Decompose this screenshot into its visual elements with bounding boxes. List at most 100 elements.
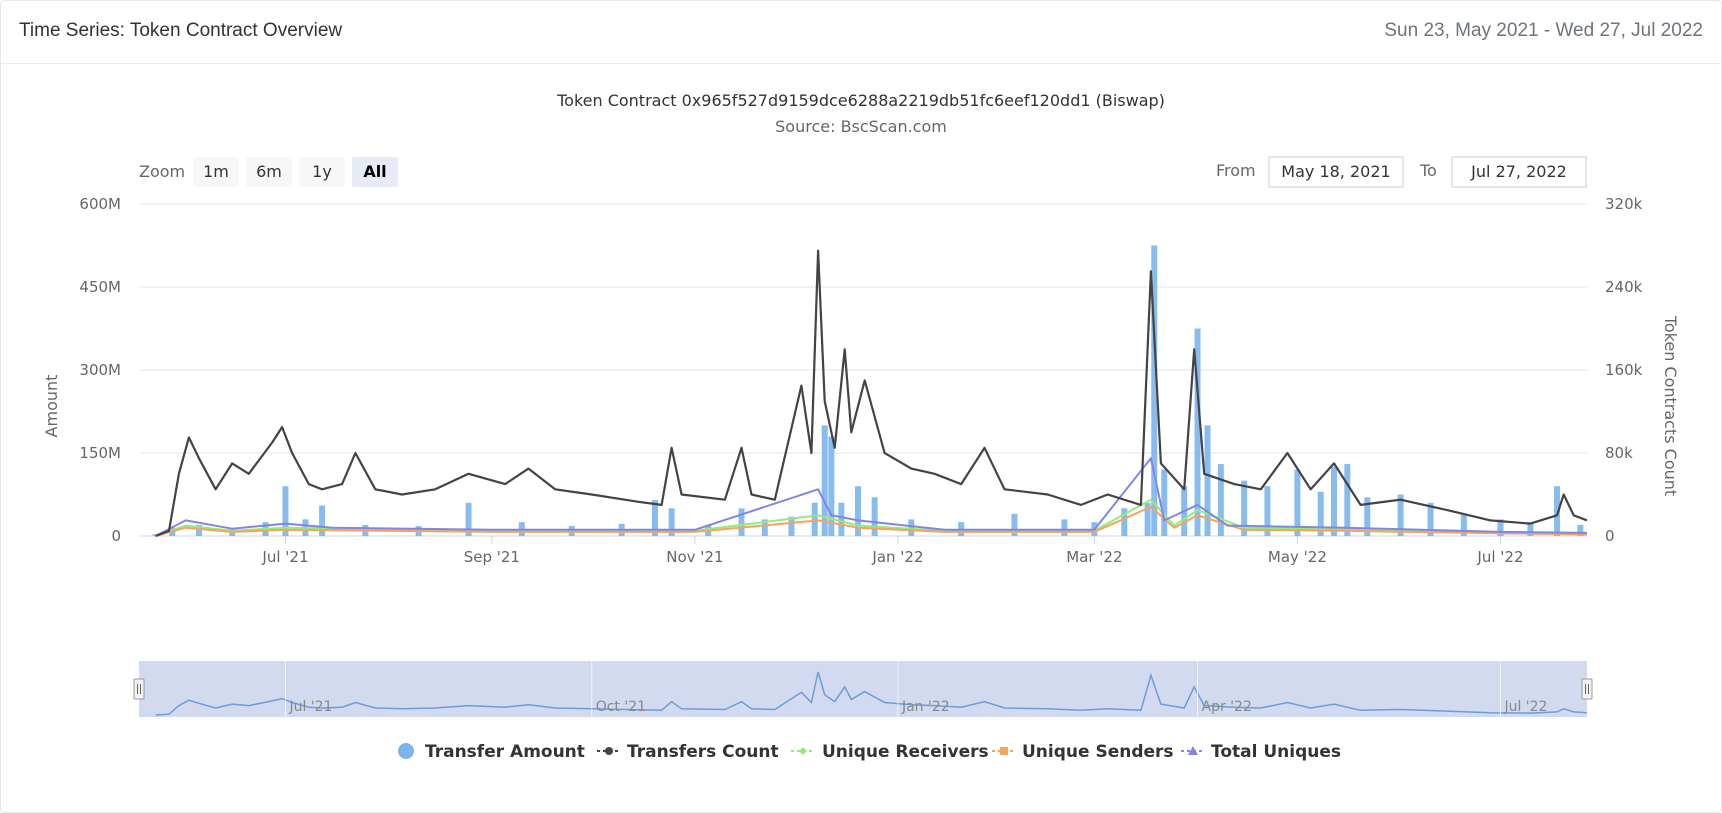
bar-transfer-amount bbox=[465, 502, 472, 536]
zoom-button-1m[interactable]: 1m bbox=[193, 157, 239, 187]
bar-transfer-amount bbox=[282, 486, 289, 536]
x-tick-label: Sep '21 bbox=[464, 548, 520, 566]
bar-transfer-amount bbox=[1397, 494, 1404, 536]
bar-transfer-amount bbox=[1497, 519, 1504, 536]
grid-layer bbox=[139, 203, 1587, 537]
x-tick-label: Mar '22 bbox=[1066, 548, 1122, 566]
bar-transfer-amount bbox=[871, 497, 878, 536]
to-date-input[interactable]: Jul 27, 2022 bbox=[1451, 156, 1587, 188]
bar-transfer-amount bbox=[1194, 328, 1201, 536]
zoom-button-6m-label: 6m bbox=[256, 162, 282, 181]
card-title: Time Series: Token Contract Overview bbox=[19, 20, 343, 41]
bar-transfer-amount bbox=[1204, 425, 1211, 536]
line-layer bbox=[155, 249, 1588, 538]
bar-transfer-amount bbox=[651, 500, 658, 536]
bar-transfer-amount bbox=[1061, 519, 1068, 536]
zoom-button-1y[interactable]: 1y bbox=[299, 157, 345, 187]
line-unique-senders bbox=[155, 505, 1588, 537]
legend-marker-unique-receivers bbox=[799, 747, 807, 755]
line-transfers-count bbox=[155, 249, 1588, 538]
legend-item-total-uniques[interactable]: Total Uniques bbox=[1181, 742, 1341, 762]
navigator-handle-right[interactable] bbox=[1581, 678, 1593, 700]
navigator-handle-left[interactable] bbox=[133, 678, 145, 700]
bar-transfer-amount bbox=[1554, 486, 1561, 536]
legend-label-transfer-amount: Transfer Amount bbox=[425, 742, 585, 762]
bar-transfer-amount bbox=[821, 425, 828, 536]
legend: Transfer Amount Transfers Count Unique R… bbox=[398, 742, 1341, 762]
legend-marker-total-uniques bbox=[1188, 746, 1198, 755]
from-label: From bbox=[1216, 161, 1256, 180]
legend-marker-transfer-amount bbox=[398, 743, 414, 759]
navigator-tick-label: Jan '22 bbox=[901, 699, 950, 715]
y-right-tick-label: 0 bbox=[1605, 527, 1615, 545]
y-right-tick-label: 160k bbox=[1605, 361, 1643, 379]
bar-transfer-amount bbox=[1427, 502, 1434, 536]
bar-transfer-amount bbox=[1577, 524, 1584, 536]
bar-transfer-amount bbox=[811, 502, 818, 536]
x-tick-label: Jul '22 bbox=[1476, 548, 1523, 566]
bar-transfer-amount bbox=[1317, 491, 1324, 536]
bar-transfer-amount bbox=[319, 505, 326, 536]
navigator-tick-label: Jul '21 bbox=[288, 699, 332, 715]
legend-item-transfer-amount[interactable]: Transfer Amount bbox=[398, 742, 585, 762]
y-right-tick-label: 80k bbox=[1605, 444, 1633, 462]
y-right-tick-label: 240k bbox=[1605, 278, 1643, 296]
navigator-series bbox=[155, 671, 1588, 716]
zoom-button-6m[interactable]: 6m bbox=[246, 157, 292, 187]
bar-transfer-amount bbox=[1364, 497, 1371, 536]
bar-transfer-amount bbox=[668, 508, 675, 536]
bar-transfer-amount bbox=[1331, 466, 1338, 536]
bar-transfer-amount bbox=[1527, 522, 1534, 536]
bar-transfer-amount bbox=[1121, 508, 1128, 536]
legend-marker-unique-senders bbox=[1000, 747, 1008, 755]
legend-item-transfers-count[interactable]: Transfers Count bbox=[597, 742, 779, 762]
bar-transfer-amount bbox=[1344, 464, 1351, 536]
navigator-tick-label: Apr '22 bbox=[1202, 699, 1252, 715]
bar-transfer-amount bbox=[761, 519, 768, 536]
legend-label-unique-senders: Unique Senders bbox=[1022, 742, 1174, 762]
to-date-value: Jul 27, 2022 bbox=[1470, 162, 1567, 181]
line-total-uniques bbox=[155, 457, 1588, 537]
bar-transfer-amount bbox=[1144, 502, 1151, 536]
bar-transfer-amount bbox=[828, 436, 835, 536]
to-label: To bbox=[1419, 161, 1437, 180]
zoom-label: Zoom bbox=[139, 162, 185, 181]
y-left-tick-label: 150M bbox=[79, 444, 121, 462]
from-date-value: May 18, 2021 bbox=[1281, 162, 1390, 181]
bar-transfer-amount bbox=[838, 502, 845, 536]
legend-item-unique-senders[interactable]: Unique Senders bbox=[992, 742, 1174, 762]
y-left-tick-label: 600M bbox=[79, 195, 121, 213]
zoom-button-all[interactable]: All bbox=[352, 157, 398, 187]
chart-subtitle: Source: BscScan.com bbox=[775, 117, 947, 136]
bar-transfer-amount bbox=[855, 486, 862, 536]
legend-item-unique-receivers[interactable]: Unique Receivers bbox=[791, 742, 989, 762]
chart-title: Token Contract 0x965f527d9159dce6288a221… bbox=[556, 91, 1165, 110]
bar-transfer-amount bbox=[788, 516, 795, 536]
card-header: Time Series: Token Contract Overview Sun… bbox=[1, 1, 1721, 64]
bar-transfer-amount bbox=[1151, 245, 1158, 536]
bar-transfer-amount bbox=[908, 519, 915, 536]
bar-transfer-amount bbox=[1294, 469, 1301, 536]
bar-transfer-amount bbox=[1241, 480, 1248, 536]
bar-transfer-amount bbox=[1217, 464, 1224, 536]
legend-label-total-uniques: Total Uniques bbox=[1211, 742, 1341, 762]
legend-label-transfers-count: Transfers Count bbox=[627, 742, 779, 762]
chart-svg: Token Contract 0x965f527d9159dce6288a221… bbox=[42, 91, 1680, 762]
date-range-label: Sun 23, May 2021 - Wed 27, Jul 2022 bbox=[1384, 20, 1703, 41]
x-tick-label: May '22 bbox=[1268, 548, 1327, 566]
bar-transfer-amount bbox=[1011, 513, 1018, 536]
navigator-tick-label: Oct '21 bbox=[596, 699, 646, 715]
tick-layer: 0 150M 300M 450M 600M 0 80k 160k 240k 320k Jul '21… bbox=[79, 195, 1642, 566]
navigator-window bbox=[139, 661, 1587, 717]
navigator[interactable]: Jul '21 Oct '21 Jan '22 Apr '22 Jul '22 bbox=[133, 661, 1593, 717]
bar-transfer-amount bbox=[1460, 513, 1467, 536]
bar-transfer-amount bbox=[738, 508, 745, 536]
y-right-axis-title: Token Contracts Count bbox=[1661, 315, 1680, 496]
from-date-input[interactable]: May 18, 2021 bbox=[1268, 156, 1404, 188]
x-tick-label: Jul '21 bbox=[261, 548, 308, 566]
x-tick-label: Nov '21 bbox=[666, 548, 723, 566]
zoom-button-1y-label: 1y bbox=[312, 162, 332, 181]
y-left-tick-label: 0 bbox=[111, 527, 121, 545]
y-left-axis-title: Amount bbox=[42, 375, 61, 438]
